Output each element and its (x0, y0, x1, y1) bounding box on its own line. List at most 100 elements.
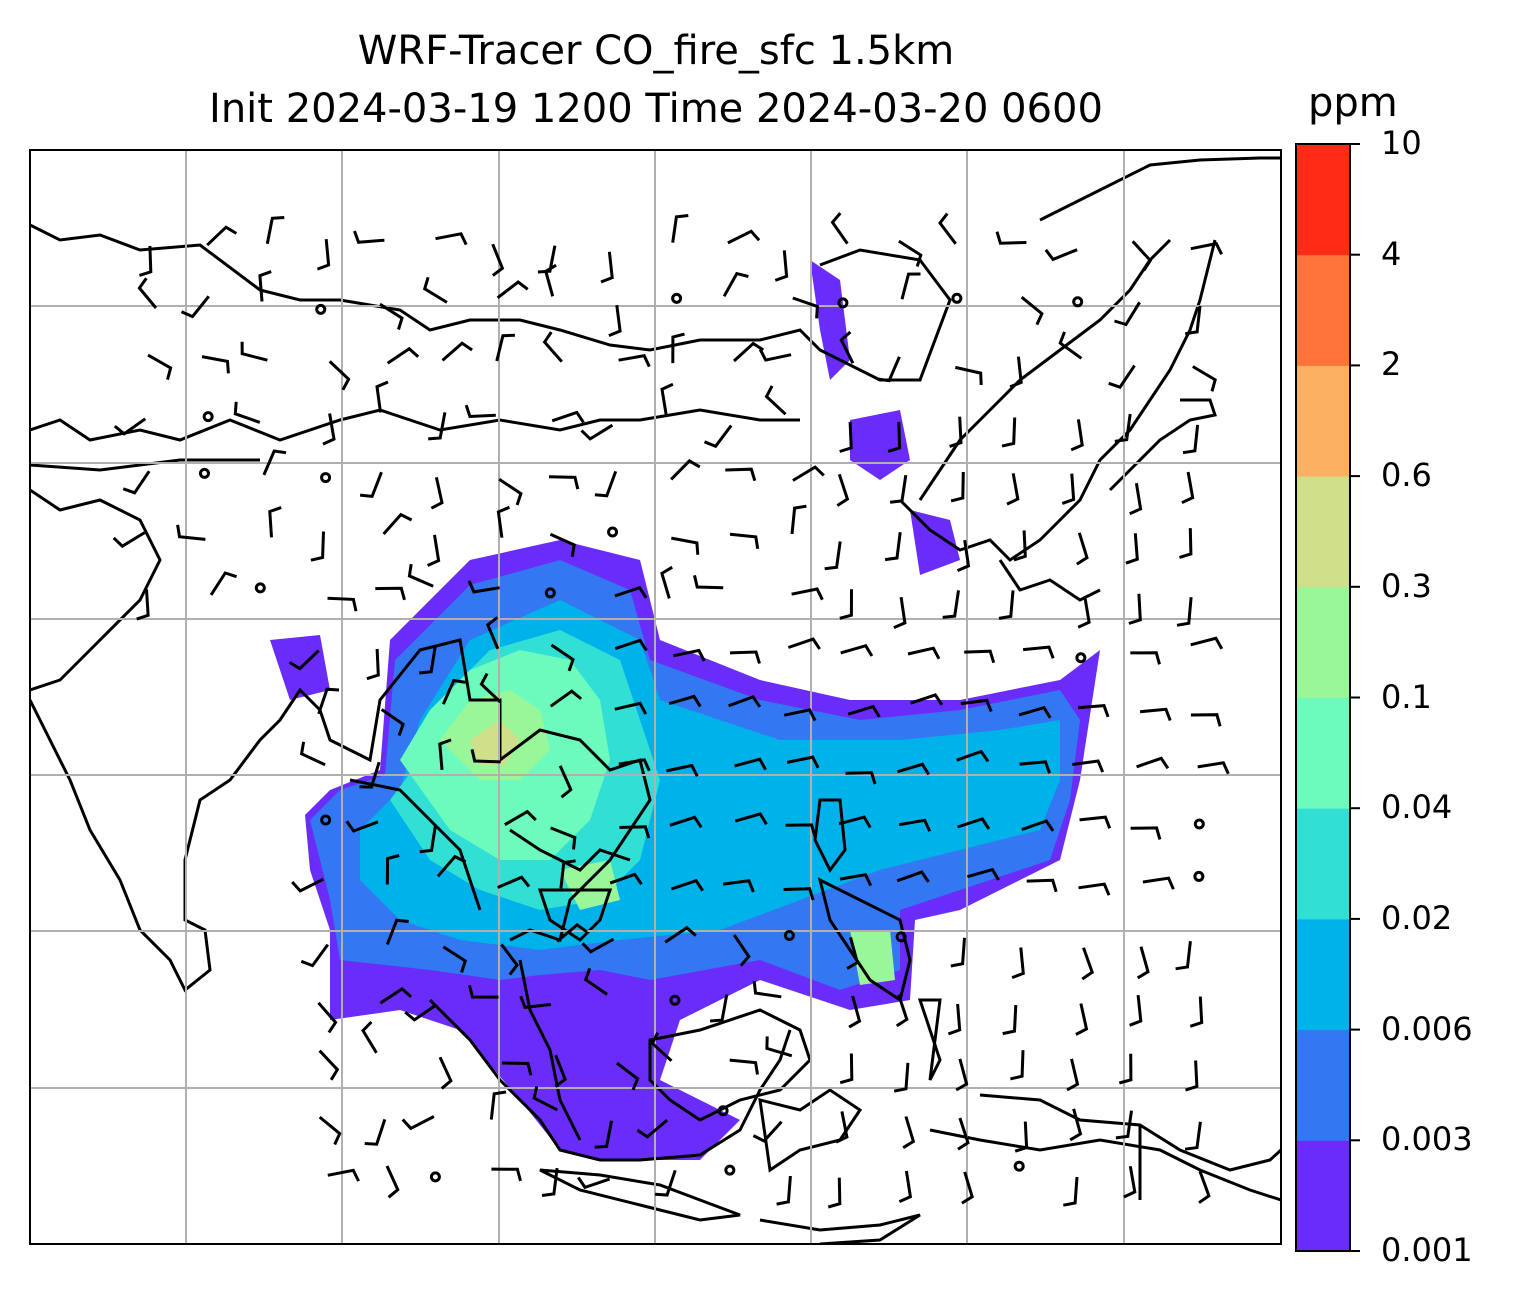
calm-wind-marker (320, 472, 332, 484)
wind-barb (664, 925, 697, 944)
wind-barb (1020, 296, 1044, 326)
calm-wind-marker (783, 929, 795, 941)
wind-barb (1010, 1050, 1025, 1081)
wind-barb (955, 1058, 969, 1092)
calm-wind-marker (320, 814, 332, 826)
wind-barb (594, 1120, 613, 1149)
wind-barb (407, 563, 434, 588)
wind-barb (1178, 528, 1193, 559)
wind-barb (618, 758, 651, 772)
colorbar-tick-label: 0.006 (1381, 1009, 1473, 1048)
wind-barb (559, 859, 576, 889)
wind-barb (956, 539, 971, 572)
wind-barb (1009, 356, 1023, 389)
wind-barb (501, 1061, 533, 1076)
wind-barb (950, 937, 966, 968)
wind-barb (1013, 530, 1027, 562)
wind-barb (783, 887, 815, 901)
wind-barb (752, 1120, 783, 1143)
wind-barb (322, 413, 336, 446)
colorbar-segment (1296, 254, 1350, 366)
colorbar-segment (1296, 1029, 1350, 1141)
wind-barb (496, 280, 529, 299)
wind-barb (722, 879, 755, 893)
wind-barb (835, 1111, 849, 1144)
wind-barb (942, 590, 960, 619)
wind-barb (671, 536, 700, 555)
wind-barb (112, 531, 146, 549)
wind-barb (671, 214, 689, 243)
wind-barb (957, 1117, 970, 1151)
wind-barb (961, 1171, 974, 1205)
wind-barb (896, 870, 930, 883)
wind-barb (669, 815, 703, 829)
calm-wind-marker (544, 587, 556, 599)
wind-barb (137, 277, 158, 309)
colorbar-segment (1296, 1140, 1350, 1252)
wind-barb (1129, 482, 1143, 516)
wind-barb (728, 695, 762, 708)
wind-barb (838, 815, 872, 829)
wind-barb (496, 505, 510, 538)
wind-barb (1130, 651, 1161, 665)
wind-barb (583, 967, 608, 996)
wind-barb (1131, 240, 1153, 272)
wind-barb (998, 590, 1015, 620)
wind-barb (614, 585, 648, 599)
calm-wind-marker (1013, 1160, 1025, 1172)
wind-barb (364, 1118, 387, 1146)
wind-barb (1197, 761, 1230, 775)
wind-barb (288, 649, 320, 671)
wind-barb (1182, 424, 1200, 455)
chart-title-line1: WRF-Tracer CO_fire_sfc 1.5km (357, 28, 955, 74)
wind-barb (839, 330, 855, 364)
wind-barb (1070, 419, 1084, 452)
wind-barb (1139, 707, 1172, 722)
wind-barb (1130, 826, 1162, 840)
wind-barb (1190, 636, 1224, 650)
wind-barb (709, 994, 729, 1023)
wind-barb (839, 589, 853, 620)
wind-barb (1123, 1166, 1137, 1199)
wind-barb (792, 465, 825, 482)
wind-barb (1019, 760, 1052, 774)
wind-barb (359, 471, 383, 499)
wind-barb (317, 1001, 338, 1034)
wind-barbs (112, 212, 1230, 1209)
wind-barb (233, 401, 261, 424)
wind-barb (1078, 882, 1111, 896)
wind-barb (1175, 941, 1192, 971)
wind-barb (729, 532, 760, 550)
wind-barb (824, 541, 842, 571)
wind-barb (549, 532, 576, 558)
wind-barb (379, 302, 404, 330)
wind-barb (1079, 815, 1112, 829)
wind-barb (609, 872, 643, 886)
wind-barb (489, 1090, 507, 1120)
wind-barb (428, 412, 447, 441)
wind-barb (268, 506, 282, 538)
wind-barb (430, 476, 444, 510)
wind-barb (1072, 759, 1105, 773)
colorbar-unit-label: ppm (1308, 80, 1398, 126)
wind-barb (375, 380, 389, 413)
wind-barb (419, 645, 437, 675)
wind-barb (964, 649, 996, 664)
wind-barb (666, 763, 699, 777)
colorbar-tick-label: 10 (1381, 124, 1422, 162)
wind-barb (422, 276, 448, 304)
wind-barb (519, 995, 552, 1010)
wind-barb (827, 1177, 842, 1209)
wind-barb (895, 994, 909, 1028)
wind-barb (580, 423, 614, 441)
wind-barb (438, 1056, 453, 1090)
wind-barb (441, 341, 473, 362)
wind-barb (467, 580, 500, 594)
calm-wind-marker (429, 1171, 441, 1183)
wind-barb (670, 459, 701, 481)
wind-barb (783, 708, 817, 722)
wind-barb (618, 354, 651, 368)
wind-barb (1181, 471, 1195, 505)
wind-barb (317, 687, 340, 715)
calm-wind-marker (1072, 296, 1084, 308)
